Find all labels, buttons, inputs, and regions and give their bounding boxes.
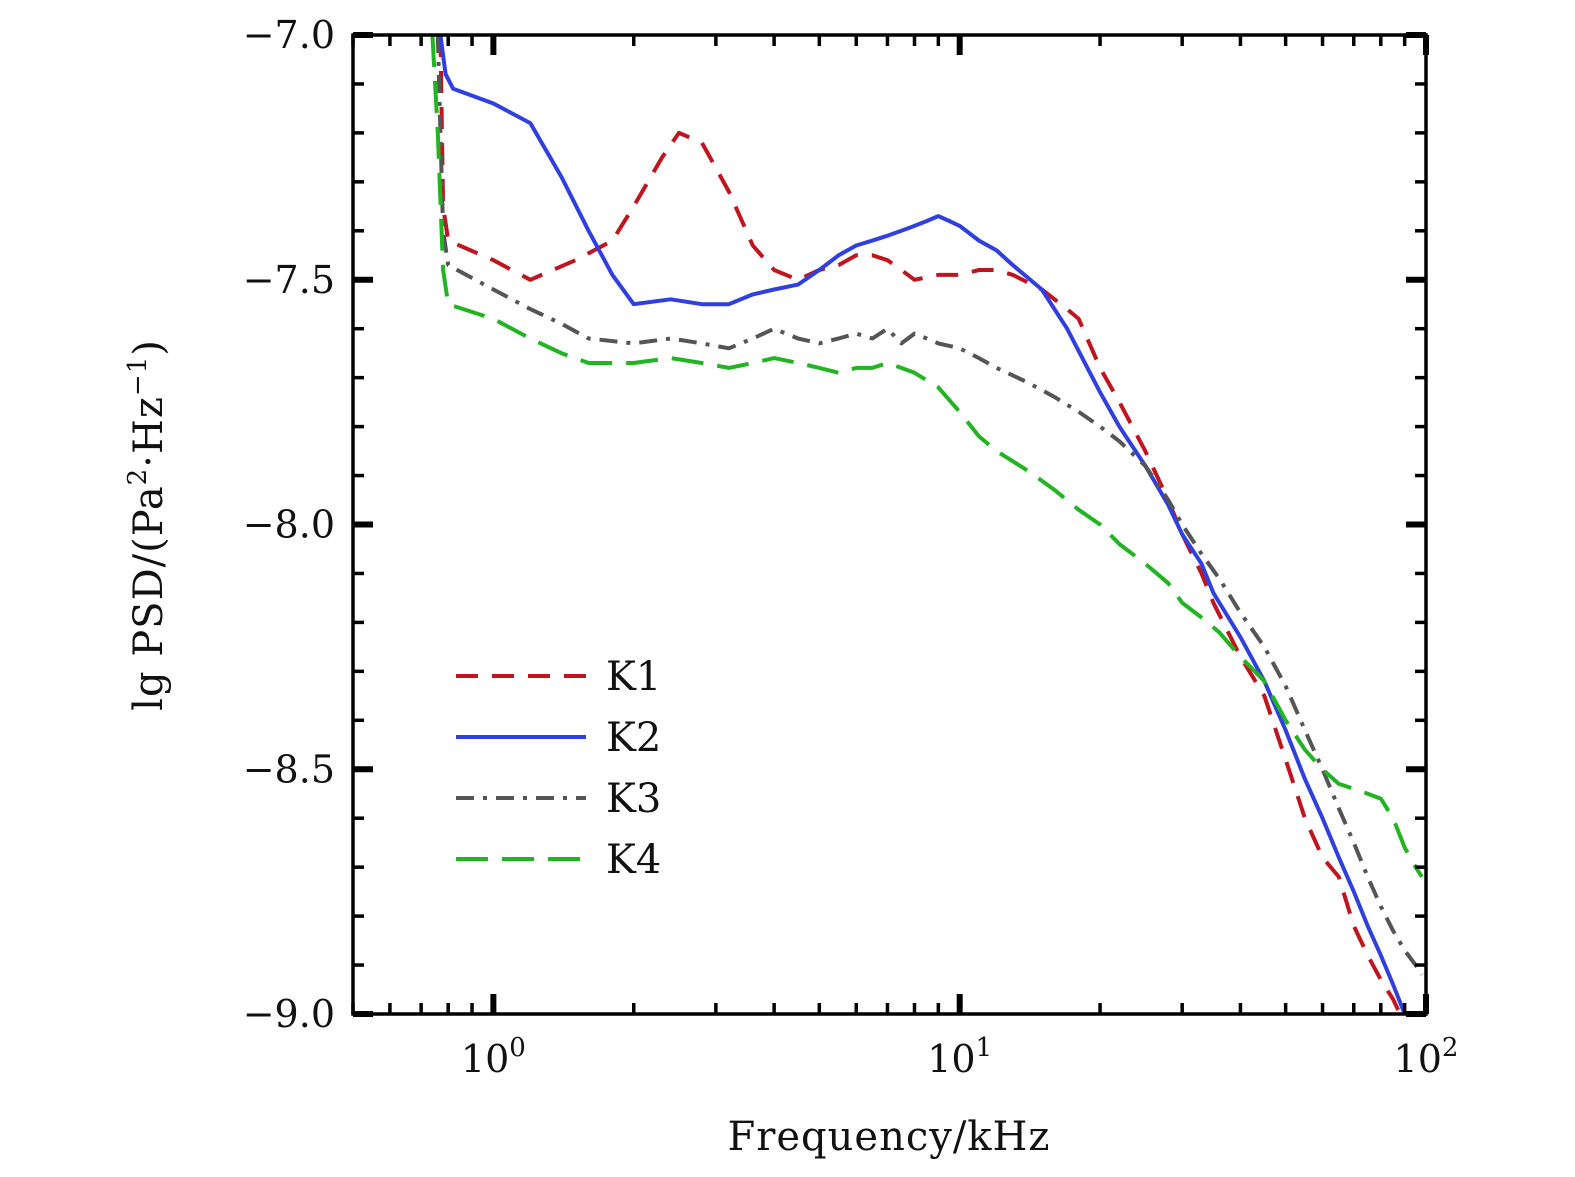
plot-frame bbox=[351, 33, 1428, 1016]
legend: K1 K2 K3 K4 bbox=[456, 654, 661, 883]
legend-label-k1: K1 bbox=[606, 654, 661, 700]
series-k2-line bbox=[438, 34, 1407, 1015]
ticks-layer bbox=[351, 32, 1429, 1017]
series-k4-line bbox=[430, 34, 1424, 878]
y-axis-label: lg PSD/(Pa2·Hz−1) bbox=[123, 339, 172, 711]
y-tick-label: −8.0 bbox=[243, 503, 335, 547]
tick-labels-layer: −7.0 −7.5 −8.0 −8.5 −9.0 100 101 102 bbox=[243, 13, 1459, 1081]
y-tick-label: −8.5 bbox=[243, 747, 335, 791]
legend-label-k3: K3 bbox=[606, 776, 661, 822]
series-layer bbox=[430, 34, 1424, 1015]
legend-label-k4: K4 bbox=[606, 837, 661, 883]
y-tick-label: −7.0 bbox=[243, 13, 335, 57]
series-k1-line bbox=[438, 34, 1402, 1015]
series-k3-line bbox=[435, 34, 1424, 976]
x-axis-label: Frequency/kHz bbox=[727, 1114, 1050, 1160]
x-tick-label: 101 bbox=[927, 1033, 992, 1081]
y-tick-label: −9.0 bbox=[243, 992, 335, 1036]
x-tick-label: 102 bbox=[1394, 1033, 1459, 1081]
legend-label-k2: K2 bbox=[606, 715, 661, 761]
x-tick-label: 100 bbox=[461, 1033, 526, 1081]
y-tick-label: −7.5 bbox=[243, 258, 335, 302]
